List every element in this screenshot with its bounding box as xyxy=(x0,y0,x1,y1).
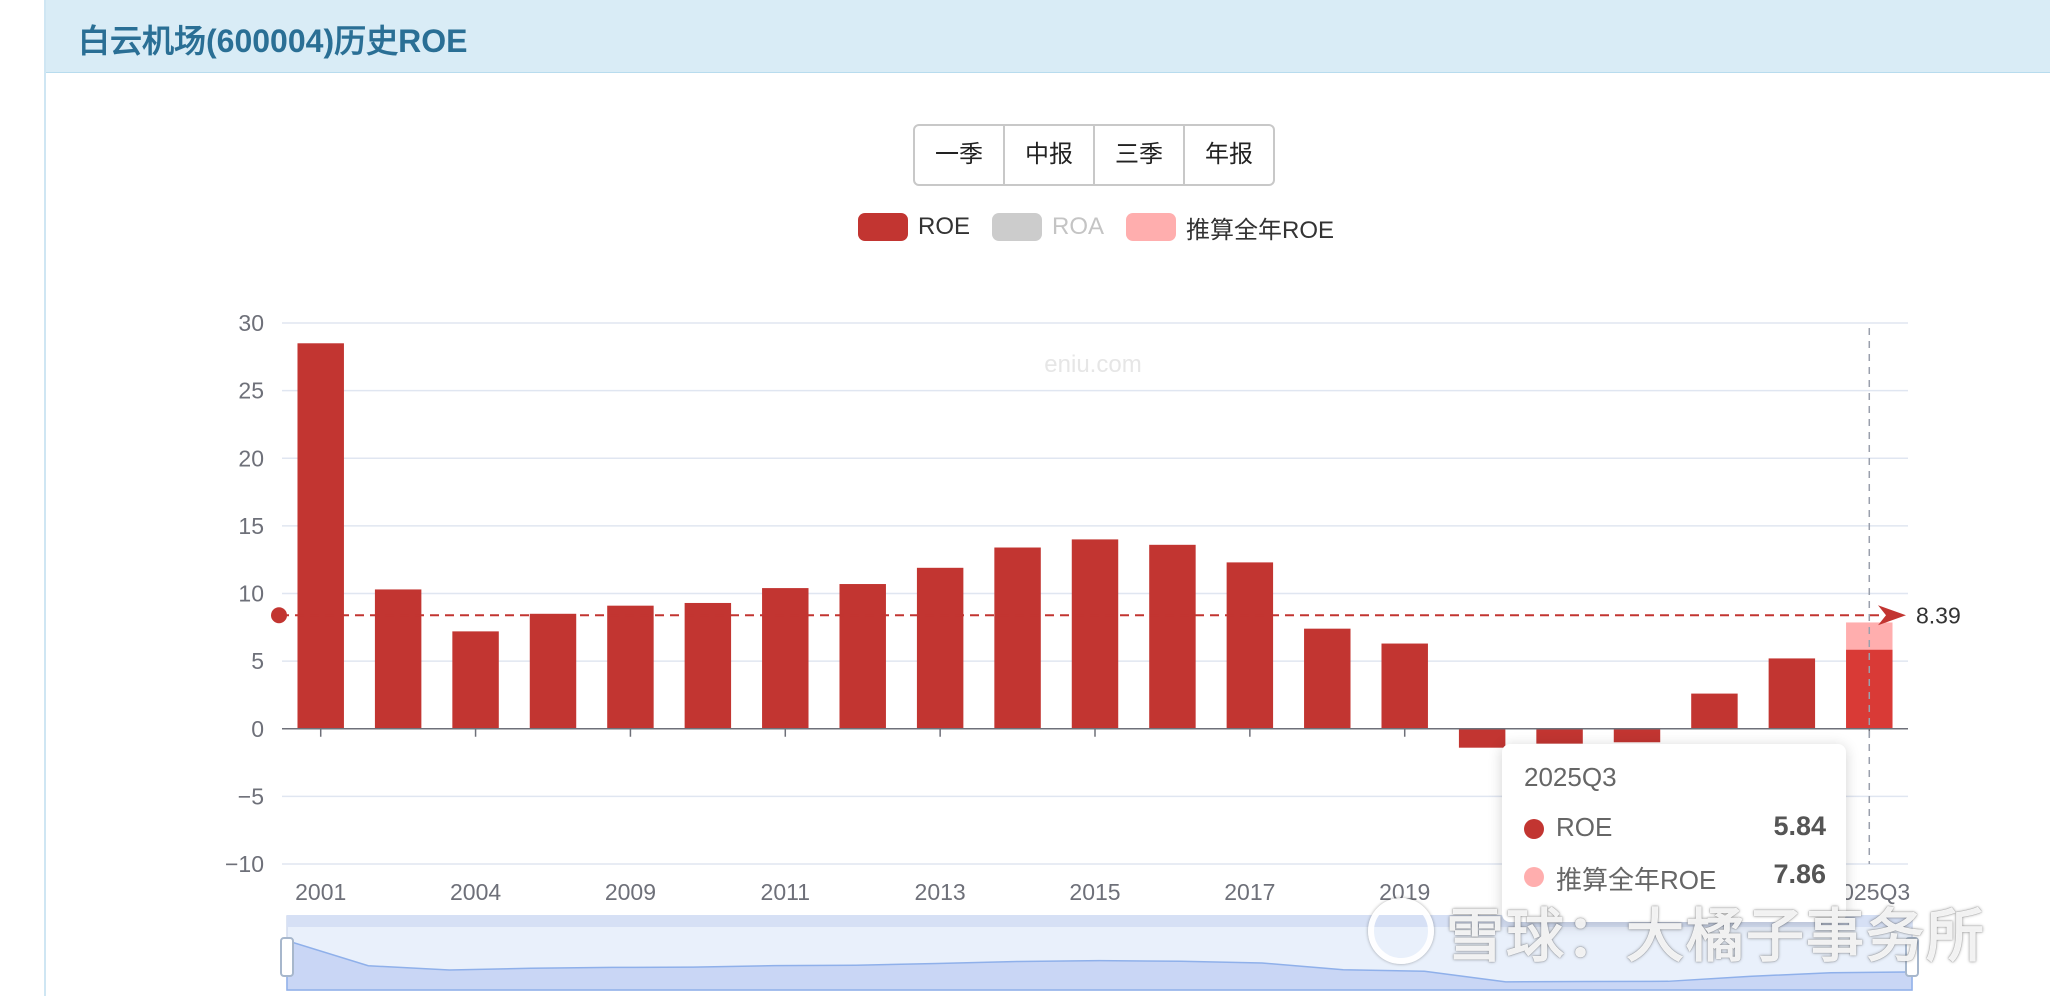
page-header: 白云机场(600004)历史ROE xyxy=(46,0,2050,73)
x-tick-label: 2009 xyxy=(605,879,656,905)
page-left-rule xyxy=(44,0,46,996)
bar-roe xyxy=(1381,643,1428,729)
tooltip-row-roe: ROE 5.84 xyxy=(1524,808,1826,848)
tooltip-title: 2025Q3 xyxy=(1524,762,1617,792)
page-title: 白云机场(600004)历史ROE xyxy=(78,23,468,59)
tab-q1[interactable]: 一季 xyxy=(915,126,1005,184)
tooltip-row-estimated-roe: 推算全年ROE 7.86 xyxy=(1524,856,1826,896)
bar-roe xyxy=(1768,658,1816,729)
tab-annual[interactable]: 年报 xyxy=(1205,141,1253,168)
y-tick-label: 25 xyxy=(238,378,264,404)
y-tick-label: 15 xyxy=(238,513,264,539)
xueqiu-watermark: 雪球：大橘子事务所 xyxy=(1368,896,1986,969)
average-line-label: 8.39 xyxy=(1916,602,1961,628)
x-tick-label: 2011 xyxy=(761,879,810,905)
tooltip-value-roe: 5.84 xyxy=(1773,811,1826,841)
x-axis xyxy=(282,328,1908,864)
zoom-handle-left xyxy=(280,937,294,977)
bar-roe xyxy=(297,343,344,729)
bar-roe xyxy=(1691,693,1738,729)
legend-swatch-roe xyxy=(858,213,908,241)
bar-roe xyxy=(529,613,577,729)
x-tick-label: 2013 xyxy=(915,879,966,905)
legend-swatch-roa xyxy=(992,213,1043,241)
x-tick-label: 2015 xyxy=(1069,879,1120,905)
tooltip-name-roe: ROE xyxy=(1556,812,1613,842)
bar-roe xyxy=(762,588,809,729)
tooltip-value-estimated-roe: 7.86 xyxy=(1773,859,1826,889)
bar-roe xyxy=(916,567,964,729)
y-tick-label: 5 xyxy=(251,648,264,674)
bar-roe xyxy=(607,605,654,729)
y-tick-label: 0 xyxy=(251,716,264,742)
report-period-tabs: 一季 中报 三季 年报 xyxy=(913,124,1275,186)
tooltip-dot-roe xyxy=(1524,819,1544,839)
bar-roe xyxy=(684,602,732,729)
bar-roe xyxy=(1458,728,1506,748)
zoom-slider-area xyxy=(286,939,1913,991)
bar-roe xyxy=(374,589,422,729)
y-axis-labels: 30 25 20 15 10 5 0 −5 −10 xyxy=(225,310,264,877)
chart-legend: ROE ROA 推算全年ROE xyxy=(858,210,1356,245)
average-line-start-dot xyxy=(271,607,287,624)
y-tick-label: 10 xyxy=(238,581,264,607)
chart-tooltip: 2025Q3 ROE 5.84 推算全年ROE 7.86 xyxy=(1502,744,1846,922)
bar-roe xyxy=(452,631,499,729)
xueqiu-logo-icon xyxy=(1368,898,1434,964)
tab-half-year[interactable]: 中报 xyxy=(1005,126,1095,184)
average-markline: 8.39 xyxy=(271,602,1961,628)
legend-label-roe: ROE xyxy=(918,213,971,240)
watermark-text: 雪球：大橘子事务所 xyxy=(1446,904,1987,969)
bar-roe xyxy=(1846,649,1893,729)
tab-q3[interactable]: 三季 xyxy=(1095,126,1185,184)
tooltip-name-estimated-roe: 推算全年ROE xyxy=(1556,865,1717,895)
legend-label-estimated-roe: 推算全年ROE xyxy=(1186,216,1335,244)
x-tick-label: 2004 xyxy=(450,879,501,905)
y-tick-label: 30 xyxy=(238,310,264,336)
average-line-arrow xyxy=(1878,605,1906,626)
zoom-handle-right xyxy=(1905,937,1919,977)
x-tick-label: 2001 xyxy=(295,879,346,905)
legend-swatch-estimated-roe xyxy=(1126,213,1177,241)
x-tick-label: 2017 xyxy=(1224,879,1275,905)
site-watermark: eniu.com xyxy=(1044,351,1141,378)
y-tick-label: −5 xyxy=(238,783,264,809)
bar-roe xyxy=(1613,728,1661,743)
tooltip-dot-estimated-roe xyxy=(1524,867,1544,887)
legend-label-roa: ROA xyxy=(1052,213,1105,240)
bar-roe xyxy=(994,547,1041,729)
y-tick-label: 20 xyxy=(238,445,264,471)
bar-roe xyxy=(839,584,886,729)
legend-item-roe[interactable]: ROE xyxy=(858,213,970,241)
bar-roe xyxy=(1071,539,1119,729)
bar-roe xyxy=(1304,628,1351,729)
bar-roe xyxy=(1536,728,1583,744)
bar-roe xyxy=(1149,544,1196,729)
y-tick-label: −10 xyxy=(225,851,264,877)
bars xyxy=(297,343,1893,748)
bar-roe xyxy=(1226,562,1274,729)
legend-item-estimated-roe[interactable]: 推算全年ROE xyxy=(1126,210,1334,245)
legend-item-roa[interactable]: ROA xyxy=(992,213,1104,241)
